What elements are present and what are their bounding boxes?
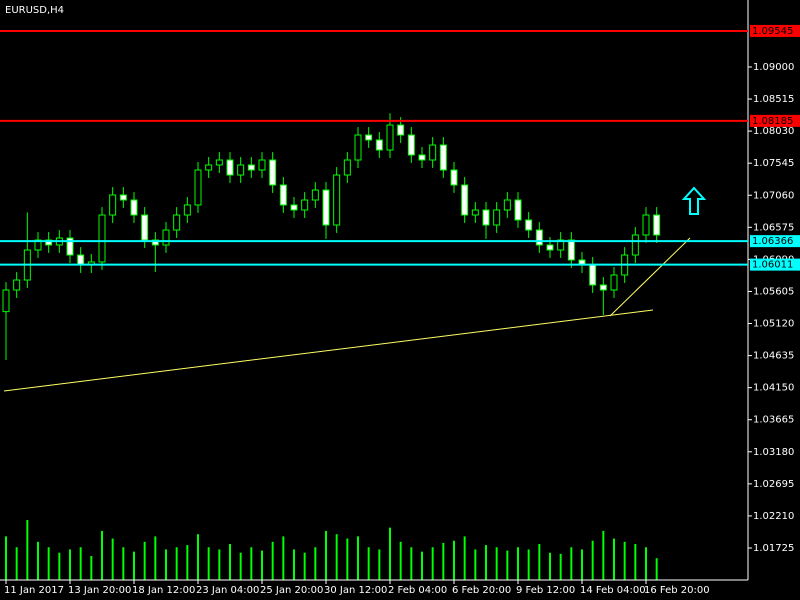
candle-body bbox=[34, 239, 42, 251]
level-label-box bbox=[750, 235, 800, 248]
candle-body bbox=[258, 159, 266, 171]
x-tick-label: 16 Feb 20:00 bbox=[644, 585, 710, 596]
x-tick-label: 2 Feb 04:00 bbox=[388, 585, 447, 596]
candle-body bbox=[493, 209, 501, 226]
candle-body bbox=[322, 189, 330, 226]
candle-body bbox=[98, 214, 106, 263]
candle-body bbox=[589, 264, 597, 286]
candle-body bbox=[205, 164, 213, 171]
x-tick-label: 9 Feb 12:00 bbox=[516, 585, 575, 596]
y-tick-label: 1.06575 bbox=[753, 222, 794, 233]
candle-body bbox=[119, 194, 127, 201]
candle-body bbox=[365, 134, 373, 141]
candle-body bbox=[301, 199, 309, 211]
y-tick-label: 1.03665 bbox=[753, 415, 794, 426]
candle-body bbox=[557, 239, 565, 251]
candle-body bbox=[386, 124, 394, 151]
level-label-box bbox=[750, 258, 800, 271]
candle-body bbox=[237, 164, 245, 176]
candle-body bbox=[269, 159, 277, 186]
y-tick-label: 1.05120 bbox=[753, 319, 794, 330]
candle-body bbox=[471, 209, 479, 216]
candle-body bbox=[290, 204, 298, 211]
candle-body bbox=[194, 169, 202, 206]
candle-body bbox=[151, 239, 159, 246]
candle-body bbox=[450, 169, 458, 186]
x-tick-label: 13 Jan 20:00 bbox=[68, 585, 131, 596]
y-tick-label: 1.08030 bbox=[753, 126, 794, 137]
candle-body bbox=[45, 239, 53, 246]
candle-body bbox=[354, 134, 362, 161]
y-tick-label: 1.07060 bbox=[753, 190, 794, 201]
buy-arrow[interactable] bbox=[681, 186, 707, 215]
y-tick-label: 1.07545 bbox=[753, 158, 794, 169]
candle-body bbox=[226, 159, 234, 176]
candle-body bbox=[183, 204, 191, 216]
x-tick-label: 23 Jan 04:00 bbox=[196, 585, 259, 596]
trend-line[interactable] bbox=[609, 237, 691, 317]
candle-body bbox=[418, 154, 426, 161]
x-tick-label: 18 Jan 12:00 bbox=[132, 585, 195, 596]
x-tick-label: 14 Feb 04:00 bbox=[580, 585, 646, 596]
level-label: 1.09545 bbox=[752, 26, 793, 37]
candle-body bbox=[130, 199, 138, 216]
level-label: 1.06366 bbox=[752, 236, 793, 247]
candle-body bbox=[429, 144, 437, 161]
candle-body bbox=[397, 124, 405, 136]
y-tick-label: 1.09000 bbox=[753, 62, 794, 73]
trend-line[interactable] bbox=[3, 309, 654, 392]
level-label-box bbox=[750, 24, 800, 37]
y-tick-label: 1.04150 bbox=[753, 383, 794, 394]
candle-body bbox=[599, 284, 607, 291]
candle-body bbox=[173, 214, 181, 231]
candle-body bbox=[77, 254, 85, 266]
candle-body bbox=[514, 199, 522, 221]
candle-body bbox=[610, 274, 618, 291]
candle-body bbox=[279, 184, 287, 206]
candle-body bbox=[653, 214, 661, 236]
candle-body bbox=[375, 139, 383, 151]
candle-body bbox=[215, 159, 223, 166]
x-tick-label: 30 Jan 12:00 bbox=[324, 585, 387, 596]
candle-body bbox=[247, 164, 255, 171]
candle-body bbox=[66, 237, 74, 256]
level-label-box bbox=[750, 114, 800, 127]
level-label: 1.06011 bbox=[752, 260, 793, 271]
level-label: 1.08185 bbox=[752, 116, 793, 127]
candle-body bbox=[642, 214, 650, 236]
y-tick-label: 1.08515 bbox=[753, 94, 794, 105]
candle-body bbox=[631, 234, 639, 256]
x-tick-label: 6 Feb 20:00 bbox=[452, 585, 511, 596]
y-tick-label: 1.02210 bbox=[753, 511, 794, 522]
chart-title: EURUSD,H4 bbox=[5, 5, 64, 16]
candle-body bbox=[141, 214, 149, 241]
candle-body bbox=[525, 219, 533, 231]
candle-body bbox=[567, 239, 575, 261]
candle-body bbox=[461, 184, 469, 216]
candle-body bbox=[333, 174, 341, 226]
y-tick-label: 1.02695 bbox=[753, 479, 794, 490]
plot-area: 1.09000 1.08515 1.08030 1.07545 1.07060 1.065… bbox=[2, 62, 794, 580]
candle-body bbox=[407, 134, 415, 156]
y-tick-label: 1.05605 bbox=[753, 286, 794, 297]
x-tick-label: 25 Jan 20:00 bbox=[260, 585, 323, 596]
y-tick-label: 1.03180 bbox=[753, 447, 794, 458]
candle-body bbox=[482, 209, 490, 226]
candle-body bbox=[311, 189, 319, 201]
candle-body bbox=[2, 289, 10, 313]
candle-body bbox=[439, 144, 447, 171]
candle-body bbox=[546, 244, 554, 251]
candle-body bbox=[343, 159, 351, 176]
y-tick-label: 1.01725 bbox=[753, 543, 794, 554]
x-tick-label: 11 Jan 2017 bbox=[4, 585, 64, 596]
candle-body bbox=[535, 229, 543, 246]
candle-body bbox=[503, 199, 511, 211]
y-tick-label: 1.04635 bbox=[753, 351, 794, 362]
candle-body bbox=[162, 229, 170, 246]
candle-body bbox=[109, 194, 117, 216]
candle-body bbox=[13, 279, 21, 291]
